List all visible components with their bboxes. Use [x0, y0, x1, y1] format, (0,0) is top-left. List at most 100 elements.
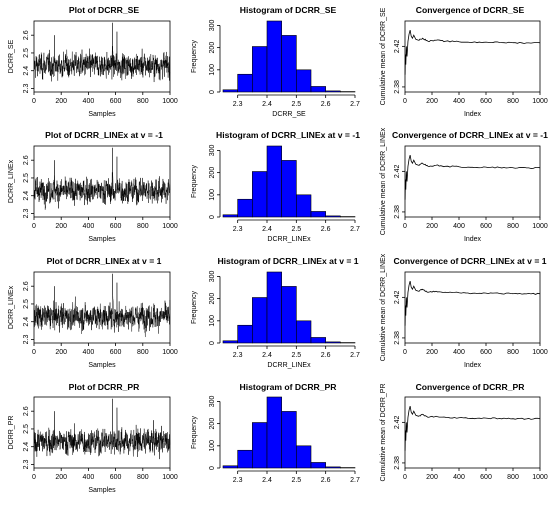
histogram-bar	[281, 411, 297, 469]
y-tick-label: 200	[209, 293, 216, 305]
histogram-bar	[222, 214, 238, 218]
cumulative-mean-line	[404, 406, 541, 451]
x-tick-label: 200	[55, 474, 67, 481]
x-tick-label: 1000	[532, 474, 548, 481]
y-tick-label: 2.38	[394, 205, 401, 219]
y-tick-label: 2.5	[23, 173, 30, 183]
x-tick-label: 400	[453, 98, 465, 105]
cumulative-mean-line	[404, 155, 541, 200]
histogram-bar	[237, 324, 253, 344]
y-tick-label: 100	[209, 315, 216, 327]
chart-panel-1: Plot of DCRR_SE DCRR_SE Samples 0 200 400 600 8…	[8, 5, 178, 118]
histogram-bar	[325, 341, 341, 344]
x-tick-label: 200	[426, 223, 438, 230]
y-tick-label: 0	[209, 466, 216, 470]
chart-title: Plot of DCRR_LINEx at v = 1	[47, 256, 162, 266]
y-tick-label: 200	[209, 418, 216, 430]
chart-title: Histogram of DCRR_SE	[240, 5, 337, 15]
histogram-bar	[325, 466, 341, 469]
x-tick-label: 2.4	[262, 352, 272, 359]
x-tick-label: 0	[32, 474, 36, 481]
y-tick-label: 2.4	[23, 317, 30, 327]
y-tick-label: 2.6	[23, 406, 30, 416]
x-tick-label: 2.7	[350, 101, 360, 108]
histogram-bar	[296, 69, 312, 93]
y-tick-label: 2.38	[394, 331, 401, 345]
x-axis-label: Samples	[88, 236, 116, 243]
y-tick-label: 2.42	[394, 39, 401, 53]
plot-frame	[33, 396, 171, 469]
y-tick-label: 200	[209, 42, 216, 54]
y-tick-label: 2.6	[23, 30, 30, 40]
x-tick-label: 2.4	[262, 226, 272, 233]
y-axis-label: DCRR_PR	[8, 416, 15, 450]
y-axis-label: Frequency	[191, 39, 198, 73]
x-tick-label: 400	[83, 223, 95, 230]
histogram-bar	[310, 462, 326, 469]
y-axis-label: Frequency	[191, 164, 198, 198]
x-tick-label: 2.7	[350, 477, 360, 484]
x-tick-label: 200	[55, 349, 67, 356]
cumulative-mean-line	[404, 30, 541, 75]
y-tick-label: 0	[209, 341, 216, 345]
x-tick-label: 800	[137, 223, 149, 230]
x-tick-label: 600	[110, 223, 122, 230]
x-tick-label: 400	[453, 349, 465, 356]
histogram-bar	[325, 215, 341, 218]
x-tick-label: 400	[83, 474, 95, 481]
y-tick-label: 2.42	[394, 164, 401, 178]
plot-frame	[33, 271, 171, 344]
y-tick-label: 300	[209, 144, 216, 156]
chart-title: Plot of DCRR_SE	[69, 5, 139, 15]
x-tick-label: 2.7	[350, 226, 360, 233]
y-axis-label: Cumulative mean of DCRR_PR	[380, 383, 387, 481]
histogram-bar	[252, 422, 268, 469]
x-axis-label: DCRR_LINEx	[267, 236, 311, 243]
y-tick-label: 2.6	[23, 155, 30, 165]
x-tick-label: 1000	[162, 474, 178, 481]
histogram-bar	[222, 340, 238, 344]
x-tick-label: 800	[507, 223, 519, 230]
trace-line	[33, 273, 171, 338]
x-tick-label: 2.3	[233, 226, 243, 233]
x-tick-label: 0	[403, 349, 407, 356]
y-tick-label: 2.4	[23, 442, 30, 452]
y-axis-label: Cumulative mean of DCRR_LINEx	[380, 253, 387, 361]
histogram-bar	[237, 449, 253, 469]
x-tick-label: 200	[426, 474, 438, 481]
x-axis-label: Index	[464, 111, 482, 118]
x-tick-label: 800	[507, 98, 519, 105]
x-tick-label: 1000	[162, 349, 178, 356]
y-axis-label: DCRR_LINEx	[8, 285, 15, 329]
y-tick-label: 2.5	[23, 424, 30, 434]
plot-frame	[404, 145, 541, 218]
y-tick-label: 2.4	[23, 66, 30, 76]
x-tick-label: 600	[480, 98, 492, 105]
x-tick-label: 1000	[532, 98, 548, 105]
y-tick-label: 2.38	[394, 80, 401, 94]
x-tick-label: 2.4	[262, 477, 272, 484]
trace-line	[33, 147, 171, 210]
y-tick-label: 2.3	[23, 459, 30, 469]
histogram-bar	[281, 286, 297, 344]
x-tick-label: 2.3	[233, 101, 243, 108]
y-tick-label: 300	[209, 270, 216, 282]
chart-title: Convergence of DCRR_LINEx at v = 1	[393, 256, 546, 266]
y-tick-label: 2.3	[23, 334, 30, 344]
y-axis-label: DCRR_LINEx	[8, 159, 15, 203]
x-tick-label: 2.5	[291, 477, 301, 484]
x-tick-label: 800	[137, 349, 149, 356]
chart-title: Plot of DCRR_PR	[69, 382, 140, 392]
x-tick-label: 2.5	[291, 101, 301, 108]
x-tick-label: 2.6	[321, 101, 331, 108]
histogram-bar	[237, 198, 253, 218]
histogram-bar	[266, 145, 282, 218]
x-tick-label: 400	[83, 98, 95, 105]
y-axis-label: DCRR_SE	[8, 39, 15, 73]
x-axis-label: DCRR_SE	[272, 111, 306, 118]
y-tick-label: 2.6	[23, 281, 30, 291]
histogram-bar	[266, 396, 282, 469]
y-tick-label: 2.3	[23, 208, 30, 218]
x-tick-label: 800	[507, 474, 519, 481]
x-tick-label: 400	[83, 349, 95, 356]
